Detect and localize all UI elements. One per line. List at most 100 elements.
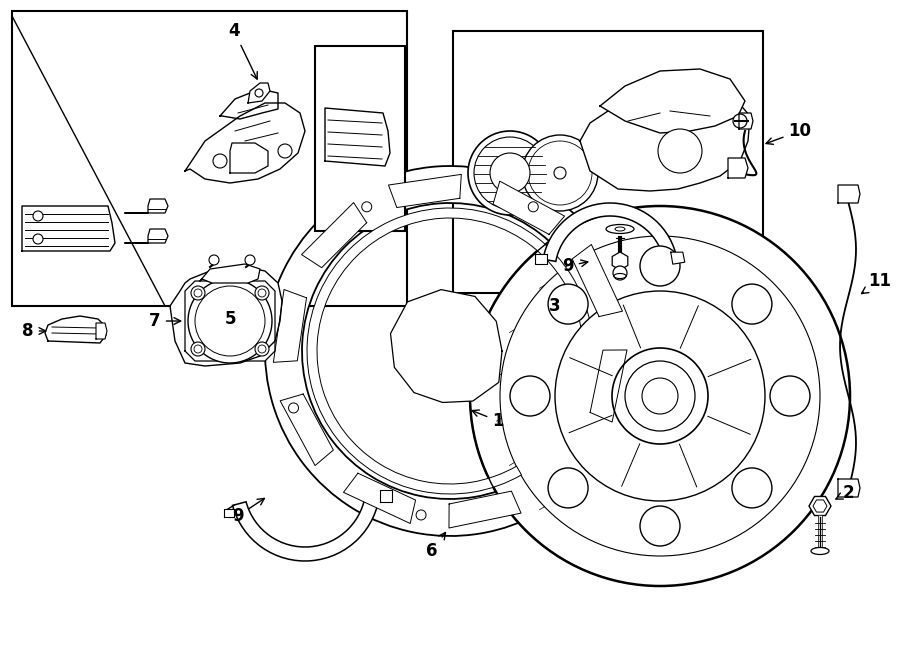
Circle shape (255, 342, 269, 356)
Circle shape (474, 137, 546, 209)
Polygon shape (302, 202, 366, 268)
Bar (453, 31, 763, 293)
Circle shape (548, 468, 588, 508)
Polygon shape (344, 473, 416, 524)
Polygon shape (391, 290, 502, 403)
Wedge shape (543, 203, 676, 262)
Circle shape (255, 89, 263, 97)
Text: 9: 9 (562, 257, 588, 275)
Circle shape (191, 286, 205, 300)
Polygon shape (580, 86, 750, 191)
Polygon shape (449, 491, 521, 528)
Text: 9: 9 (232, 498, 265, 525)
Circle shape (33, 234, 43, 244)
Polygon shape (280, 394, 333, 465)
Circle shape (500, 236, 820, 556)
Polygon shape (45, 316, 106, 343)
Circle shape (470, 206, 850, 586)
Bar (12, 11, 407, 306)
Circle shape (612, 348, 708, 444)
Ellipse shape (606, 225, 634, 233)
Bar (315, 46, 405, 231)
Text: 8: 8 (22, 322, 46, 340)
Circle shape (289, 403, 299, 413)
Polygon shape (325, 108, 390, 166)
Circle shape (213, 154, 227, 168)
Circle shape (658, 129, 702, 173)
Circle shape (528, 141, 592, 205)
Wedge shape (232, 491, 380, 561)
Circle shape (732, 284, 772, 324)
Circle shape (522, 135, 598, 211)
Text: 1: 1 (472, 410, 504, 430)
Polygon shape (170, 266, 282, 366)
Polygon shape (274, 290, 307, 362)
Circle shape (191, 342, 205, 356)
Circle shape (194, 289, 202, 297)
Circle shape (468, 131, 552, 215)
Polygon shape (728, 158, 748, 178)
Circle shape (640, 246, 680, 286)
Circle shape (613, 266, 627, 280)
Text: 4: 4 (229, 22, 257, 79)
Polygon shape (380, 490, 392, 502)
Text: 6: 6 (427, 533, 446, 560)
Circle shape (258, 345, 266, 353)
Text: 7: 7 (149, 312, 181, 330)
Circle shape (490, 153, 530, 193)
Text: 3: 3 (549, 297, 561, 315)
Text: 2: 2 (836, 484, 854, 502)
Circle shape (732, 468, 772, 508)
Text: 11: 11 (861, 272, 892, 293)
Circle shape (33, 211, 43, 221)
Polygon shape (96, 323, 107, 339)
Text: 10: 10 (766, 122, 812, 144)
Circle shape (770, 376, 810, 416)
Ellipse shape (615, 227, 625, 231)
Polygon shape (493, 181, 564, 235)
Circle shape (194, 345, 202, 353)
Wedge shape (265, 166, 635, 536)
Polygon shape (572, 245, 623, 317)
Polygon shape (220, 89, 278, 119)
Circle shape (640, 506, 680, 546)
Polygon shape (185, 281, 275, 361)
Polygon shape (185, 103, 305, 183)
Wedge shape (307, 208, 593, 494)
Polygon shape (600, 69, 745, 133)
Circle shape (188, 279, 272, 363)
Polygon shape (200, 264, 260, 283)
Circle shape (554, 167, 566, 179)
Circle shape (642, 378, 678, 414)
Circle shape (555, 291, 765, 501)
Circle shape (278, 144, 292, 158)
Circle shape (195, 286, 265, 356)
Ellipse shape (811, 547, 829, 555)
Polygon shape (670, 253, 685, 264)
Circle shape (625, 361, 695, 431)
Polygon shape (838, 185, 860, 203)
Circle shape (416, 510, 426, 520)
Ellipse shape (614, 274, 626, 278)
Text: 5: 5 (224, 310, 236, 328)
Polygon shape (590, 350, 627, 422)
Polygon shape (125, 199, 168, 213)
Polygon shape (248, 83, 270, 103)
Circle shape (528, 202, 538, 212)
Polygon shape (389, 175, 462, 208)
Polygon shape (739, 113, 753, 129)
Circle shape (209, 255, 219, 265)
Circle shape (245, 255, 255, 265)
Circle shape (255, 286, 269, 300)
Circle shape (510, 376, 550, 416)
Polygon shape (224, 509, 234, 517)
Polygon shape (838, 479, 860, 497)
Polygon shape (536, 254, 547, 264)
Circle shape (362, 202, 372, 212)
Polygon shape (22, 206, 115, 251)
Polygon shape (125, 229, 168, 243)
Circle shape (548, 284, 588, 324)
Polygon shape (230, 143, 268, 173)
Circle shape (733, 114, 747, 128)
Circle shape (258, 289, 266, 297)
